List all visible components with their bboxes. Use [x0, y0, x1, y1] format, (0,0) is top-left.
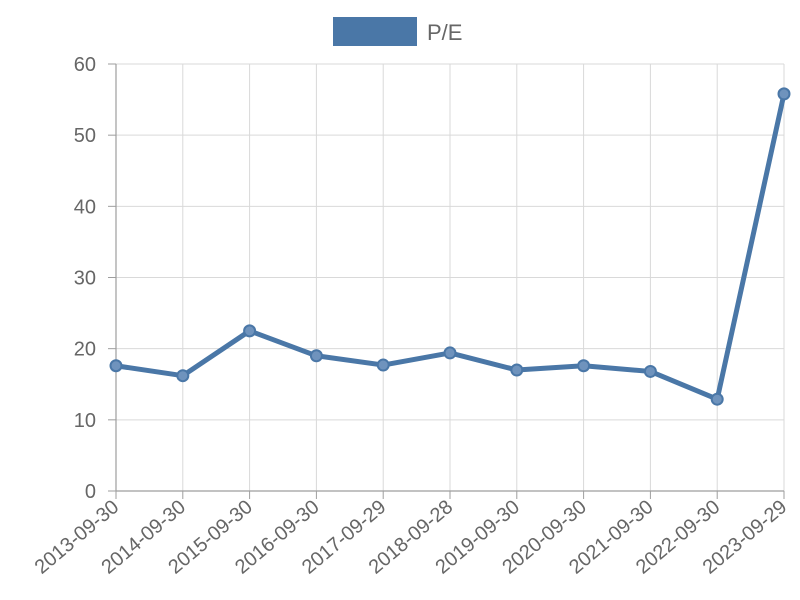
legend-label-pe: P/E [427, 20, 462, 45]
y-tick-label: 40 [74, 196, 96, 218]
y-tick-label: 60 [74, 54, 96, 76]
legend-swatch [333, 17, 417, 46]
data-point[interactable] [510, 363, 524, 377]
data-point[interactable] [710, 392, 724, 406]
y-tick-label: 10 [74, 410, 96, 432]
y-tick-label: 30 [74, 268, 96, 290]
legend[interactable]: P/E [333, 17, 462, 46]
data-point[interactable] [176, 369, 190, 383]
data-point[interactable] [777, 87, 791, 101]
data-point[interactable] [643, 364, 657, 378]
axes [108, 63, 785, 499]
y-tick-label: 50 [74, 125, 96, 147]
y-tick-label: 20 [74, 339, 96, 361]
y-axis-labels: 0 10 20 30 40 50 60 [74, 54, 96, 503]
data-point[interactable] [376, 358, 390, 372]
data-point[interactable] [309, 349, 323, 363]
x-axis-labels: 2013-09-302014-09-302015-09-302016-09-30… [31, 496, 792, 579]
data-point[interactable] [577, 359, 591, 373]
data-point[interactable] [109, 359, 123, 373]
y-tick-label: 0 [85, 481, 96, 503]
grid [116, 63, 785, 491]
data-point[interactable] [243, 324, 257, 338]
series-pe [109, 87, 791, 406]
data-point[interactable] [443, 346, 457, 360]
